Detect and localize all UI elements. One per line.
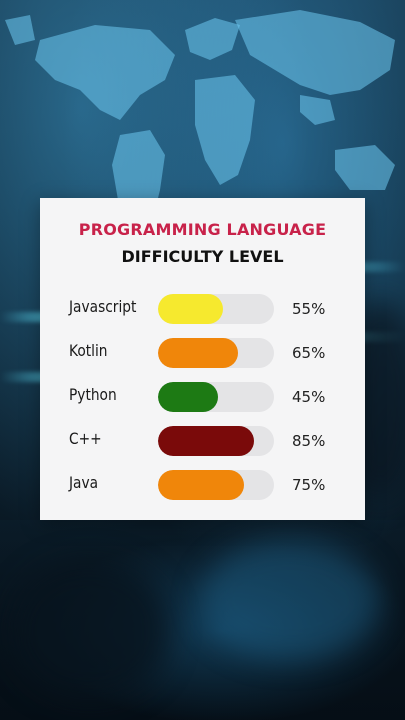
difficulty-bar-track <box>158 470 274 500</box>
difficulty-bar-fill <box>158 470 244 500</box>
card-subtitle: DIFFICULTY LEVEL <box>121 247 284 266</box>
difficulty-percent: 45% <box>292 388 326 406</box>
language-label: Python <box>69 385 117 404</box>
difficulty-row: Java 75% <box>40 470 365 502</box>
difficulty-bar-fill <box>158 294 223 324</box>
language-label: Java <box>69 473 99 492</box>
difficulty-row: Python 45% <box>40 382 365 414</box>
difficulty-percent: 65% <box>292 344 326 362</box>
difficulty-bar-fill <box>158 338 238 368</box>
language-label: C++ <box>69 429 102 448</box>
difficulty-card: PROGRAMMING LANGUAGE DIFFICULTY LEVEL Ja… <box>40 198 365 520</box>
language-label: Kotlin <box>69 341 108 360</box>
difficulty-row: Javascript 55% <box>40 294 365 326</box>
difficulty-bar-fill <box>158 426 254 456</box>
difficulty-row: Kotlin 65% <box>40 338 365 370</box>
difficulty-percent: 85% <box>292 432 326 450</box>
difficulty-row: C++ 85% <box>40 426 365 458</box>
difficulty-bar-track <box>158 382 274 412</box>
difficulty-bar-track <box>158 338 274 368</box>
blurred-figure <box>10 560 170 700</box>
difficulty-bar-track <box>158 426 274 456</box>
difficulty-percent: 75% <box>292 476 326 494</box>
difficulty-percent: 55% <box>292 300 326 318</box>
blurred-figure <box>200 540 380 660</box>
difficulty-bar-fill <box>158 382 218 412</box>
difficulty-bar-track <box>158 294 274 324</box>
card-title: PROGRAMMING LANGUAGE <box>78 220 327 239</box>
language-label: Javascript <box>69 297 137 316</box>
